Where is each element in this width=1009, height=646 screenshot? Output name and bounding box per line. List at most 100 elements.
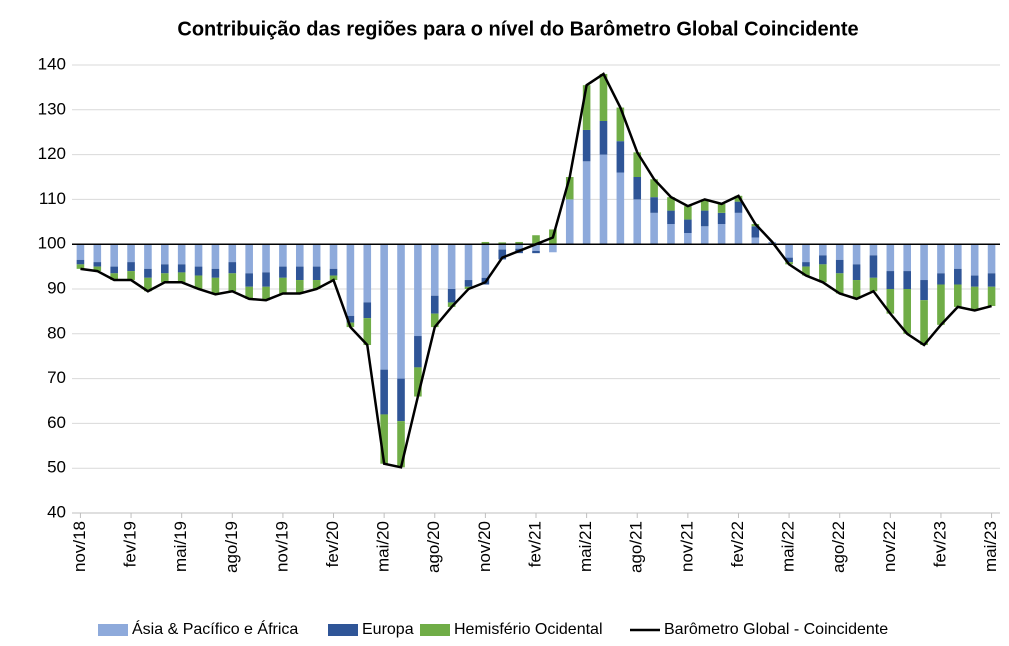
- x-tick-label: mai/23: [981, 521, 1000, 572]
- bar-segment: [684, 233, 692, 245]
- bar-segment: [397, 378, 405, 422]
- bar-segment: [380, 414, 388, 464]
- bar-segment: [869, 244, 878, 256]
- bar-segment: [650, 197, 658, 213]
- bar-segment: [228, 244, 237, 263]
- bar-segment: [312, 266, 321, 281]
- bar-segment: [110, 266, 118, 274]
- bar-segment: [582, 129, 591, 162]
- x-tick-label: fev/20: [323, 521, 342, 567]
- legend-label: Barômetro Global - Coincidente: [664, 621, 888, 638]
- x-tick-label: fev/21: [525, 521, 544, 567]
- bar-segment: [177, 272, 186, 283]
- bar-segment: [279, 266, 287, 278]
- bar-segment: [498, 242, 507, 245]
- bar-segment: [262, 272, 270, 287]
- bar-segment: [194, 275, 203, 289]
- bar-segment: [295, 280, 304, 294]
- bar-segment: [144, 277, 152, 292]
- bar-segment: [937, 244, 945, 274]
- bar-segment: [245, 244, 253, 274]
- bar-segment: [532, 250, 540, 254]
- bar-segment: [414, 244, 422, 337]
- y-tick-label: 140: [38, 54, 66, 73]
- bar-segment: [211, 268, 220, 278]
- bar-segment: [734, 195, 743, 202]
- bar-segment: [954, 244, 962, 269]
- bar-segment: [397, 421, 405, 468]
- bar-segment: [582, 85, 591, 130]
- bar-segment: [700, 199, 709, 211]
- bar-segment: [633, 177, 642, 200]
- x-tick-label: mai/22: [779, 521, 798, 572]
- bar-segment: [346, 315, 355, 323]
- x-tick-label: mai/20: [374, 521, 393, 572]
- bar-segment: [76, 244, 85, 260]
- bar-segment: [211, 244, 220, 269]
- bar-segment: [93, 266, 102, 272]
- bar-segment: [295, 266, 304, 281]
- bar-segment: [380, 244, 388, 370]
- bar-segment: [599, 73, 608, 121]
- legend-key: [420, 624, 450, 636]
- bar-segment: [565, 199, 574, 245]
- bar-segment: [987, 244, 996, 274]
- bar-segment: [920, 280, 928, 301]
- bar-segment: [717, 224, 726, 245]
- bar-segment: [734, 212, 743, 245]
- bar-segment: [802, 244, 810, 263]
- bar-segment: [954, 268, 962, 285]
- bar-segment: [717, 212, 726, 225]
- bar-segment: [667, 224, 675, 245]
- bar-segment: [194, 266, 203, 276]
- bar-segment: [245, 286, 253, 299]
- bar-segment: [144, 244, 152, 269]
- bar-segment: [869, 255, 878, 278]
- bar-segment: [380, 369, 388, 415]
- x-tick-label: ago/21: [627, 521, 646, 573]
- bar-segment: [498, 244, 507, 250]
- bar-segment: [481, 241, 490, 245]
- bar-segment: [464, 244, 473, 281]
- x-tick-label: ago/20: [424, 521, 443, 573]
- bar-segment: [447, 289, 456, 303]
- bar-segment: [835, 244, 844, 260]
- y-tick-label: 80: [47, 323, 66, 342]
- y-tick-label: 90: [47, 278, 66, 297]
- bar-segment: [751, 237, 760, 245]
- bar-segment: [616, 141, 625, 173]
- y-tick-label: 70: [47, 368, 66, 387]
- y-tick-label: 100: [38, 234, 66, 253]
- bar-segment: [430, 295, 439, 314]
- bar-segment: [76, 264, 85, 269]
- legend-label: Ásia & Pacífico e África: [132, 619, 298, 638]
- bar-segment: [970, 244, 979, 276]
- bar-segment: [970, 286, 979, 311]
- bar-segment: [700, 210, 709, 227]
- legend-key: [328, 624, 358, 636]
- bar-segment: [886, 271, 895, 289]
- chart-title: Contribuição das regiões para o nível do…: [177, 18, 858, 40]
- bar-segment: [920, 244, 928, 281]
- bar-segment: [177, 244, 186, 265]
- bar-segment: [835, 273, 844, 294]
- bar-segment: [329, 275, 338, 281]
- bar-segment: [161, 273, 169, 283]
- bar-segment: [835, 259, 844, 274]
- bar-segment: [599, 121, 608, 155]
- bar-segment: [549, 244, 557, 253]
- bar-segment: [802, 266, 810, 276]
- bar-segment: [633, 152, 642, 177]
- bar-segment: [903, 289, 911, 334]
- bar-segment: [852, 264, 861, 281]
- x-tick-label: fev/23: [930, 521, 949, 567]
- x-tick-label: ago/19: [222, 521, 241, 573]
- bar-segment: [886, 244, 895, 272]
- bar-segment: [430, 244, 439, 296]
- bar-segment: [211, 277, 220, 295]
- bar-segment: [127, 262, 135, 272]
- bar-segment: [161, 244, 169, 265]
- bar-segment: [717, 203, 726, 213]
- bar-segment: [802, 262, 810, 267]
